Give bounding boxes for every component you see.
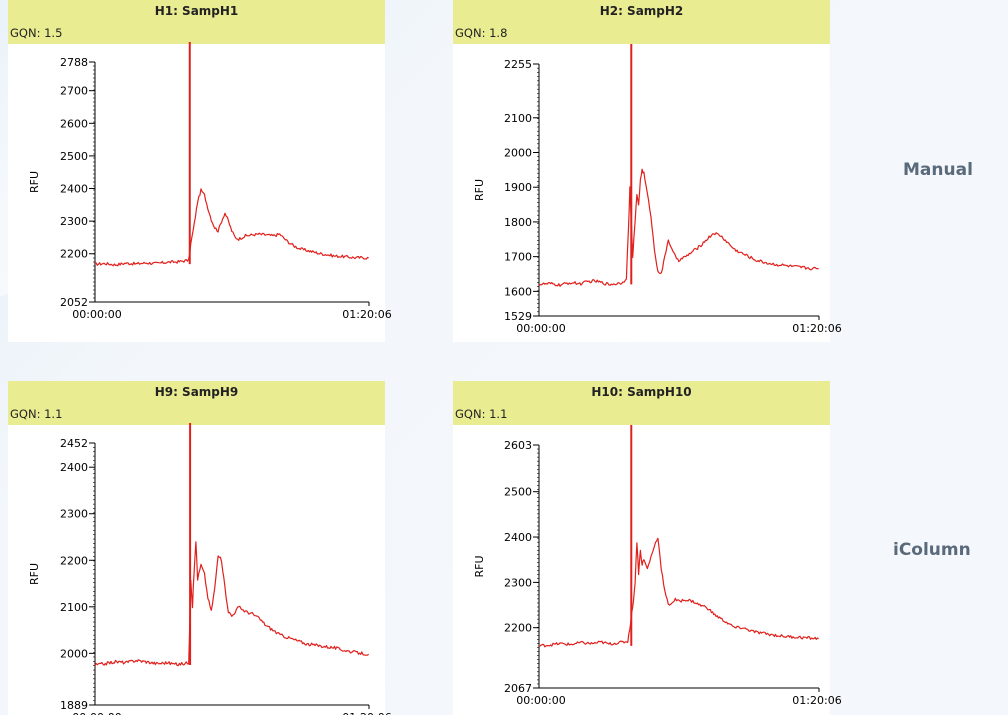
series-line-0 — [94, 188, 369, 267]
x-tick-label-start: 00:00:00 — [516, 694, 565, 707]
row-label-manual: Manual — [903, 160, 973, 180]
y-tick-label: 2500 — [60, 150, 88, 163]
chart-panel-h9: H9: SampH9 GQN: 1.1 1889 2000 2100 2200 2300… — [8, 381, 392, 715]
y-tick-label: 2300 — [60, 508, 88, 521]
y-tick-label: 2603 — [504, 439, 532, 452]
y-axis-label: RFU — [28, 171, 41, 193]
y-axis-label: RFU — [28, 563, 41, 585]
gqn-label: GQN: 1.5 — [10, 26, 63, 40]
y-tick-label: 2700 — [60, 85, 88, 98]
y-tick-label: 2200 — [60, 554, 88, 567]
y-axis-label: RFU — [473, 555, 486, 577]
chart-plot-h10: 2067 2200 2300 2400 2500 2603 RFU 00:00:00 01:20… — [473, 425, 842, 707]
y-tick-label: 2788 — [60, 56, 88, 69]
chart-plot-h1: 2052 2200 2300 2400 2500 2600 2700 2788 RFU 00:00… — [28, 42, 392, 321]
chart-panel-h2: H2: SampH2 GQN: 1.8 1529 1600 1700 1800 1900… — [453, 0, 842, 342]
chart-title: H1: SampH1 — [154, 4, 239, 18]
chart-title: H10: SampH10 — [591, 385, 692, 399]
x-tick-label-start: 00:00:00 — [72, 308, 121, 321]
panel-header: H2: SampH2 GQN: 1.8 — [453, 0, 830, 44]
y-tick-label: 1889 — [60, 699, 88, 712]
gqn-label: GQN: 1.8 — [455, 26, 508, 40]
panel-header: H10: SampH10 GQN: 1.1 — [453, 381, 830, 425]
y-tick-label: 2600 — [60, 117, 88, 130]
x-tick-label-end: 01:20:06 — [792, 694, 841, 707]
x-tick-label-start: 00:00:00 — [516, 322, 565, 335]
x-tick-label-end: 01:20:06 — [792, 322, 841, 335]
y-tick-label: 2452 — [60, 437, 88, 450]
y-tick-label: 2100 — [60, 601, 88, 614]
gqn-label: GQN: 1.1 — [455, 407, 508, 421]
panel-header: H9: SampH9 GQN: 1.1 — [8, 381, 385, 425]
y-tick-label: 2000 — [504, 147, 532, 160]
y-tick-label: 2300 — [60, 215, 88, 228]
y-tick-label: 1900 — [504, 181, 532, 194]
y-tick-label: 2400 — [60, 183, 88, 196]
chart-panel-h10: H10: SampH10 GQN: 1.1 2067 2200 2300 2400 25… — [453, 381, 842, 715]
y-tick-label: 2200 — [60, 248, 88, 261]
y-tick-label: 1800 — [504, 216, 532, 229]
y-tick-label: 1600 — [504, 285, 532, 298]
panel-header: H1: SampH1 GQN: 1.5 — [8, 0, 385, 44]
chart-title: H2: SampH2 — [599, 4, 684, 18]
row-label-icolumn: iColumn — [893, 540, 971, 560]
gqn-label: GQN: 1.1 — [10, 407, 63, 421]
series-line-0 — [538, 168, 819, 287]
x-tick-label-start: 00:00:00 — [72, 711, 121, 715]
y-axis-label: RFU — [473, 179, 486, 201]
y-tick-label: 2500 — [504, 486, 532, 499]
series-line-0 — [94, 541, 370, 667]
y-tick-label: 2067 — [504, 682, 532, 695]
y-tick-label: 2400 — [60, 461, 88, 474]
chart-plot-h2: 1529 1600 1700 1800 1900 2000 2100 2255 RFU 00:00… — [473, 44, 842, 335]
chart-title: H9: SampH9 — [154, 385, 239, 399]
y-tick-label: 2052 — [60, 296, 88, 309]
y-tick-label: 2300 — [504, 576, 532, 589]
y-tick-label: 2100 — [504, 112, 532, 125]
y-tick-label: 2000 — [60, 647, 88, 660]
y-tick-label: 1529 — [504, 310, 532, 323]
chart-panel-h1: H1: SampH1 GQN: 1.5 2052 2200 2300 2400 2500… — [8, 0, 392, 342]
y-tick-label: 1700 — [504, 251, 532, 264]
y-tick-label: 2255 — [504, 58, 532, 71]
y-tick-label: 2400 — [504, 531, 532, 544]
y-tick-label: 2200 — [504, 622, 532, 635]
x-tick-label-end: 01:20:06 — [342, 711, 391, 715]
series-line-0 — [538, 537, 819, 648]
x-tick-label-end: 01:20:06 — [342, 308, 391, 321]
chart-plot-h9: 1889 2000 2100 2200 2300 2400 2452 RFU 00:00:00 0… — [28, 423, 392, 715]
